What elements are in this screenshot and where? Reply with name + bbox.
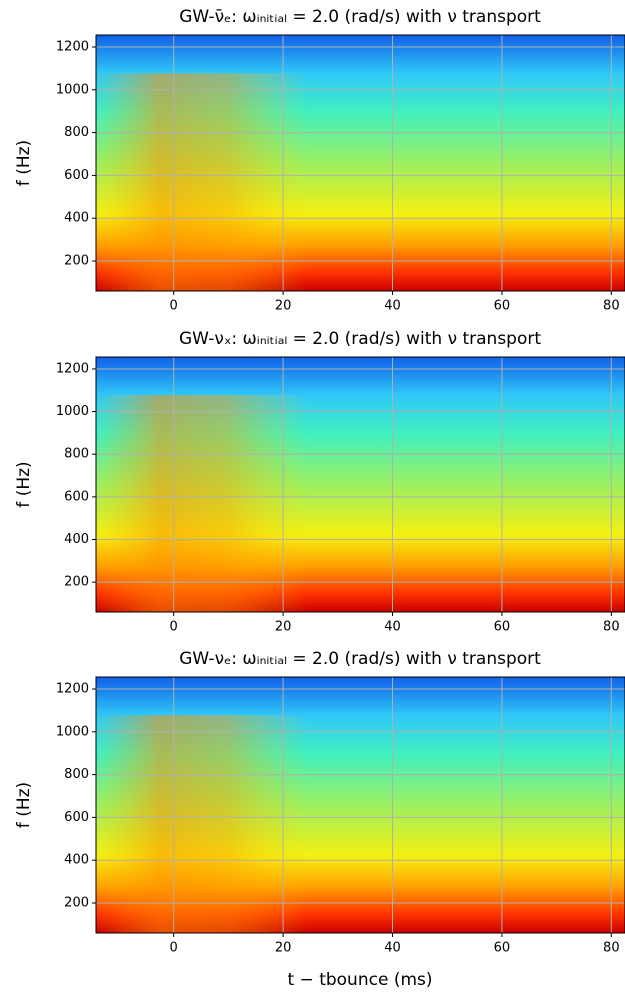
plot-frame (95, 676, 625, 934)
chart-title: GW-ν̄ₑ: ωᵢₙᵢₜᵢₐₗ = 2.0 (rad/s) with ν tr… (179, 7, 541, 27)
x-tick-label: 0 (170, 620, 178, 635)
y-tick-label: 400 (64, 211, 89, 226)
x-axis-label: t − tbounce (ms) (287, 970, 432, 990)
y-tick-label: 200 (64, 575, 89, 590)
x-tick-label: 20 (275, 620, 292, 635)
plot-frame (95, 356, 625, 613)
y-axis-label: f (Hz) (14, 782, 34, 828)
x-tick-label: 60 (494, 299, 511, 314)
x-tick-label: 40 (384, 299, 401, 314)
x-tick-label: 20 (275, 941, 292, 956)
y-tick-label: 600 (64, 168, 89, 183)
y-tick-label: 400 (64, 532, 89, 547)
plot-frame (95, 34, 625, 292)
x-tick-label: 0 (170, 941, 178, 956)
x-tick-label: 40 (384, 620, 401, 635)
x-tick-label: 80 (603, 620, 620, 635)
spectrogram-overlay (96, 395, 625, 612)
spectrogram-overlay (96, 715, 625, 933)
y-tick-label: 600 (64, 810, 89, 825)
chart-title: GW-νₑ: ωᵢₙᵢₜᵢₐₗ = 2.0 (rad/s) with ν tra… (179, 649, 541, 669)
x-tick-label: 40 (384, 941, 401, 956)
chart-title: GW-νₓ: ωᵢₙᵢₜᵢₐₗ = 2.0 (rad/s) with ν tra… (179, 329, 541, 349)
y-tick-label: 200 (64, 896, 89, 911)
y-tick-label: 1200 (56, 361, 89, 376)
spectrogram-overlay (96, 73, 625, 292)
y-tick-label: 600 (64, 489, 89, 504)
y-tick-label: 400 (64, 853, 89, 868)
y-tick-label: 1000 (56, 82, 89, 97)
y-tick-label: 1000 (56, 724, 89, 739)
y-axis-label: f (Hz) (14, 461, 34, 507)
x-tick-label: 20 (275, 299, 292, 314)
x-tick-label: 60 (494, 620, 511, 635)
x-tick-label: 80 (603, 941, 620, 956)
y-tick-label: 800 (64, 125, 89, 140)
y-tick-label: 1200 (56, 39, 89, 54)
x-tick-label: 80 (603, 299, 620, 314)
y-tick-label: 800 (64, 767, 89, 782)
y-tick-label: 200 (64, 254, 89, 269)
x-tick-label: 60 (494, 941, 511, 956)
y-tick-label: 1200 (56, 681, 89, 696)
y-tick-label: 800 (64, 447, 89, 462)
y-axis-label: f (Hz) (14, 140, 34, 186)
y-tick-label: 1000 (56, 404, 89, 419)
x-tick-label: 0 (170, 299, 178, 314)
